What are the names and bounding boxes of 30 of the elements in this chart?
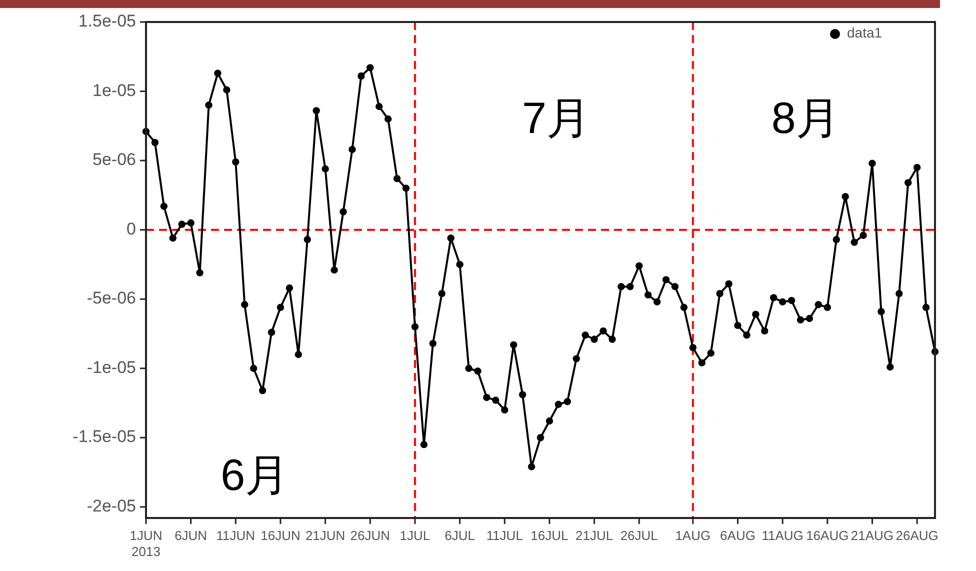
x-tick-label: 6JUL bbox=[444, 528, 475, 543]
x-tick-label: 26JUN bbox=[350, 528, 390, 543]
x-tick-label: 16AUG bbox=[806, 528, 849, 543]
y-tick-label: 0 bbox=[126, 219, 136, 238]
y-tick-label: -2e-05 bbox=[86, 496, 136, 516]
x-tick-label: 1JUL bbox=[400, 528, 430, 543]
y-tick-label: 1e-05 bbox=[92, 80, 136, 100]
annotation: 7月 bbox=[522, 94, 591, 143]
x-tick-label: 11JUL bbox=[486, 528, 523, 543]
x-tick-label: 1AUG bbox=[675, 528, 711, 543]
x-tick-label: 16JUN bbox=[260, 528, 300, 543]
x-tick-label: 1JUN 2013 bbox=[130, 528, 162, 559]
y-tick-label: -1e-05 bbox=[86, 358, 136, 377]
x-tick-label: 16JUL bbox=[530, 528, 568, 543]
x-tick-label: 6JUN bbox=[174, 528, 208, 543]
y-tick-label: 5e-06 bbox=[92, 150, 136, 170]
annotation: 8月 bbox=[771, 94, 840, 143]
y-tick-label: 1.5e-05 bbox=[78, 11, 136, 30]
y-tick-label: -5e-06 bbox=[86, 288, 136, 308]
x-tick-label: 26JUL bbox=[620, 528, 658, 543]
y-tick-label: -1.5e-05 bbox=[72, 427, 136, 446]
x-tick-label: 6AUG bbox=[720, 528, 756, 543]
x-tick-label: 26AUG bbox=[896, 528, 938, 543]
legend-label: data1 bbox=[847, 24, 882, 41]
x-tick-label: 11JUN bbox=[216, 528, 256, 543]
x-tick-label: 21JUL bbox=[576, 528, 614, 543]
x-tick-label: 11AUG bbox=[762, 528, 804, 543]
annotation: 6月 bbox=[220, 450, 290, 500]
x-tick-label: 21AUG bbox=[850, 528, 894, 543]
x-tick-label: 21JUN bbox=[305, 528, 346, 543]
